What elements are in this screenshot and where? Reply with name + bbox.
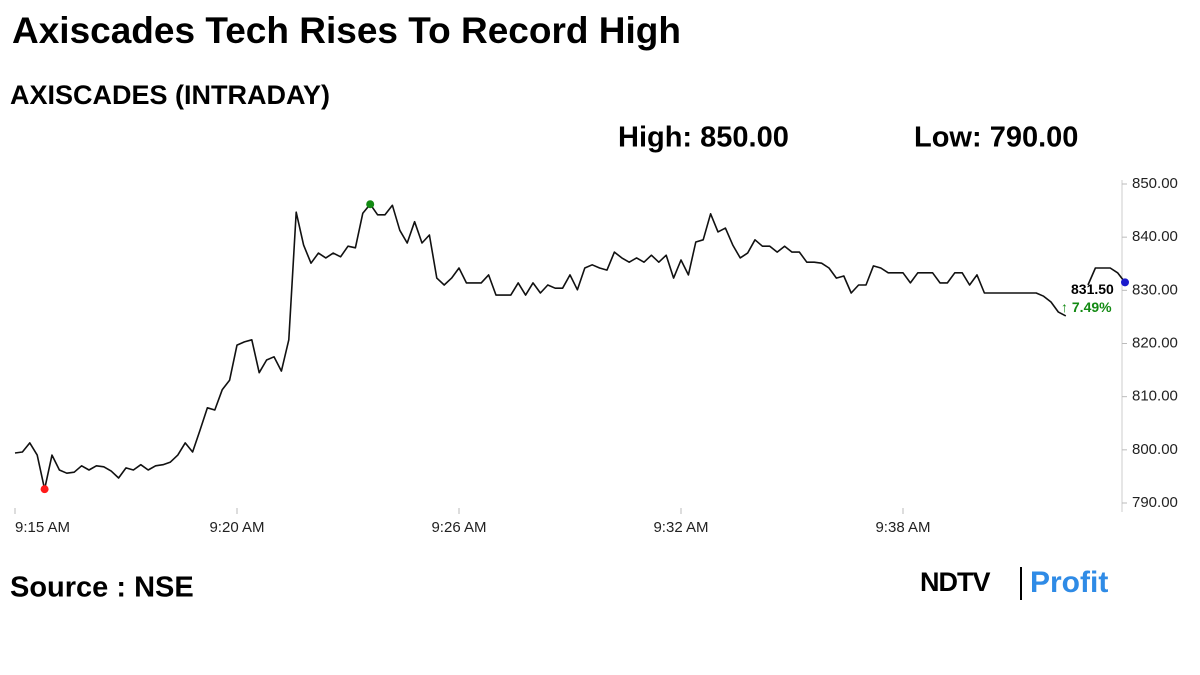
logo-ndtv: NDTV (920, 567, 990, 597)
last-price-label: 831.50 (1071, 281, 1114, 297)
y-tick-label: 810.00 (1132, 388, 1178, 405)
low-marker (40, 485, 49, 494)
logo-profit: Profit (1030, 566, 1108, 599)
x-tick-label: 9:20 AM (209, 519, 264, 536)
x-tick-label: 9:15 AM (15, 519, 70, 536)
x-tick-label: 9:32 AM (653, 519, 708, 536)
source: Source : NSE (10, 572, 194, 604)
low-label: Low: 790.00 (914, 122, 1078, 154)
x-tick-label: 9:26 AM (431, 519, 486, 536)
y-tick-label: 830.00 (1132, 281, 1178, 298)
y-tick-label: 820.00 (1132, 334, 1178, 351)
y-tick-label: 840.00 (1132, 228, 1178, 245)
y-tick-label: 850.00 (1132, 175, 1178, 192)
chart-subtitle: AXISCADES (INTRADAY) (10, 80, 330, 110)
y-tick-label: 800.00 (1132, 441, 1178, 458)
y-tick-label: 790.00 (1132, 494, 1178, 511)
chart-title: Axiscades Tech Rises To Record High (12, 10, 681, 51)
high-marker (366, 200, 375, 209)
high-label: High: 850.00 (618, 122, 789, 154)
change-label: ↑ 7.49% (1061, 299, 1112, 315)
last-marker (1121, 278, 1129, 287)
x-tick-label: 9:38 AM (875, 519, 930, 536)
price-line (14, 203, 1126, 490)
